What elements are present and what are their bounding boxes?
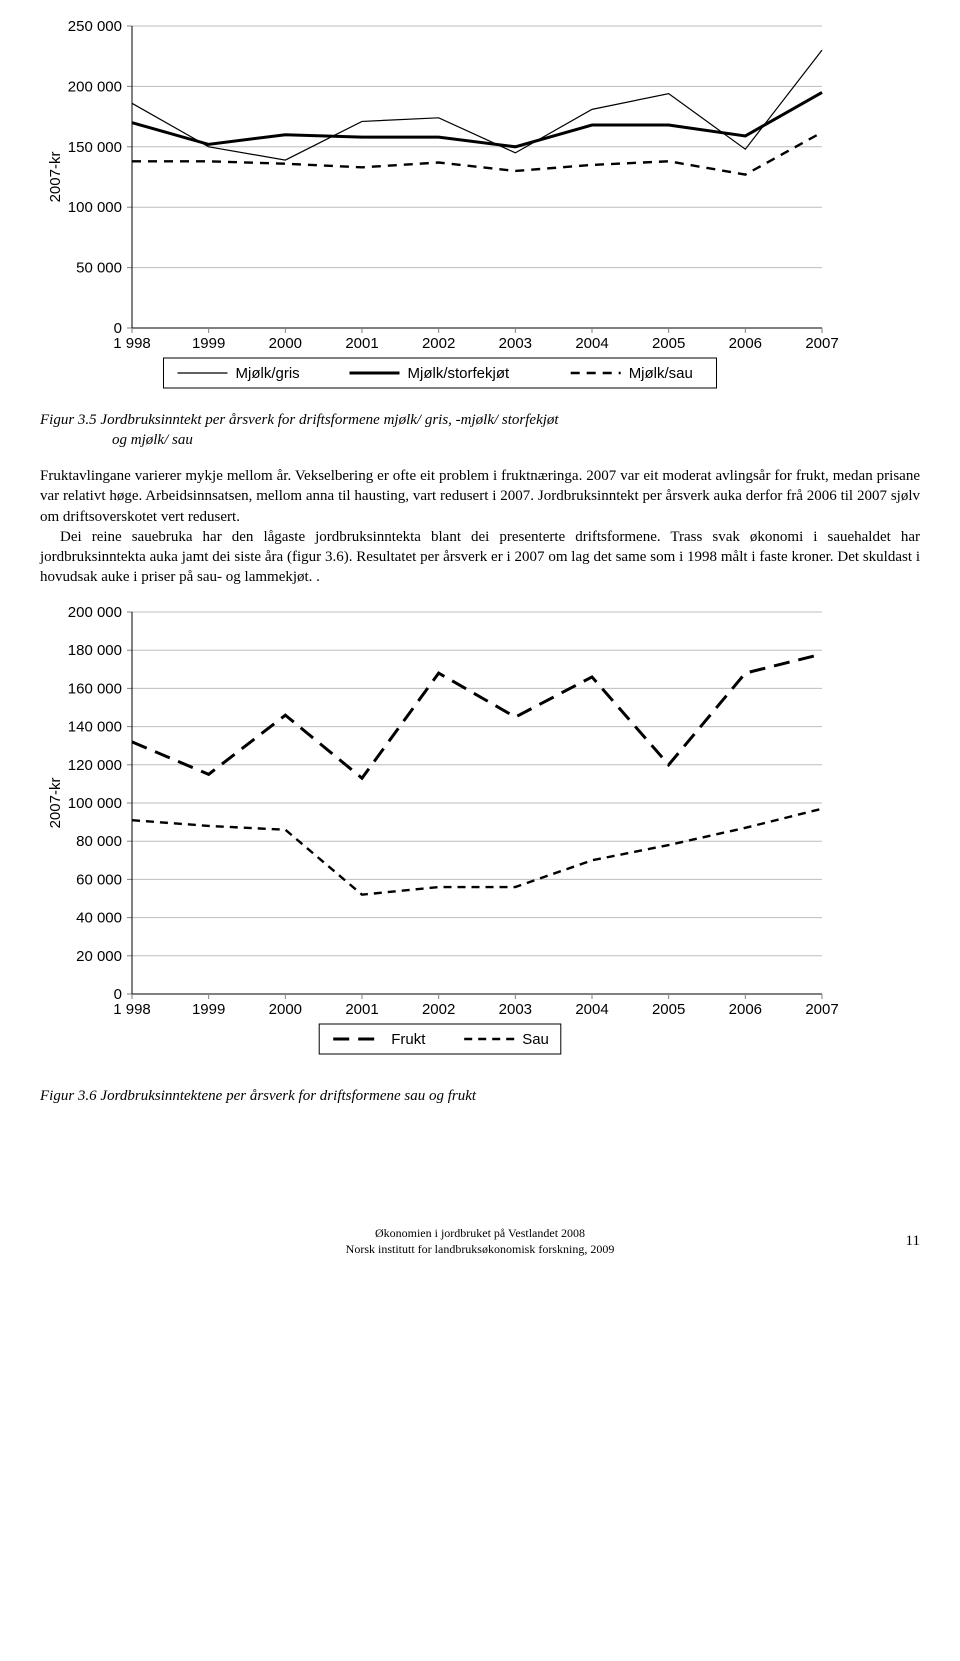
svg-text:2005: 2005 xyxy=(652,1001,685,1018)
svg-text:2007-kr: 2007-kr xyxy=(47,777,64,828)
paragraph-1: Fruktavlingane varierer mykje mellom år.… xyxy=(40,466,920,527)
svg-text:2003: 2003 xyxy=(499,1001,532,1018)
svg-text:200 000: 200 000 xyxy=(68,606,122,621)
svg-text:1 998: 1 998 xyxy=(113,1001,151,1018)
svg-text:80 000: 80 000 xyxy=(76,833,122,850)
svg-text:180 000: 180 000 xyxy=(68,642,122,659)
svg-text:2007: 2007 xyxy=(805,1001,838,1018)
svg-text:40 000: 40 000 xyxy=(76,909,122,926)
svg-text:250 000: 250 000 xyxy=(68,20,122,35)
chart-1-svg: 050 000100 000150 000200 000250 0001 998… xyxy=(40,20,840,400)
svg-text:2004: 2004 xyxy=(575,1001,608,1018)
svg-text:2001: 2001 xyxy=(345,335,378,352)
caption-text-2: Jordbruksinntektene per årsverk for drif… xyxy=(100,1088,476,1104)
svg-text:120 000: 120 000 xyxy=(68,756,122,773)
caption-prefix: Figur 3.5 xyxy=(40,412,100,428)
caption-prefix-2: Figur 3.6 xyxy=(40,1088,100,1104)
svg-text:1 998: 1 998 xyxy=(113,335,151,352)
svg-text:Mjølk/sau: Mjølk/sau xyxy=(629,365,693,382)
svg-text:50 000: 50 000 xyxy=(76,260,122,277)
svg-text:150 000: 150 000 xyxy=(68,139,122,156)
svg-text:Frukt: Frukt xyxy=(391,1031,426,1048)
svg-text:160 000: 160 000 xyxy=(68,680,122,697)
svg-text:140 000: 140 000 xyxy=(68,718,122,735)
page-number: 11 xyxy=(906,1232,920,1252)
svg-text:200 000: 200 000 xyxy=(68,78,122,95)
svg-text:2002: 2002 xyxy=(422,335,455,352)
svg-text:20 000: 20 000 xyxy=(76,947,122,964)
figure-3-6-caption: Figur 3.6 Jordbruksinntektene per årsver… xyxy=(40,1087,920,1107)
svg-text:1999: 1999 xyxy=(192,1001,225,1018)
footer-line-2: Norsk institutt for landbruksøkonomisk f… xyxy=(40,1242,920,1258)
svg-text:2004: 2004 xyxy=(575,335,608,352)
svg-text:Mjølk/storfekjøt: Mjølk/storfekjøt xyxy=(408,365,511,382)
page-footer: Økonomien i jordbruket på Vestlandet 200… xyxy=(40,1226,920,1257)
svg-text:2000: 2000 xyxy=(269,335,302,352)
chart-2-svg: 020 00040 00060 00080 000100 000120 0001… xyxy=(40,606,840,1076)
svg-text:2001: 2001 xyxy=(345,1001,378,1018)
caption-text-line2: og mjølk/ sau xyxy=(112,431,920,451)
svg-text:2006: 2006 xyxy=(729,1001,762,1018)
svg-text:2005: 2005 xyxy=(652,335,685,352)
footer-line-1: Økonomien i jordbruket på Vestlandet 200… xyxy=(40,1226,920,1242)
svg-text:2007-kr: 2007-kr xyxy=(47,152,64,203)
svg-text:60 000: 60 000 xyxy=(76,871,122,888)
body-paragraphs: Fruktavlingane varierer mykje mellom år.… xyxy=(40,466,920,588)
chart-2: 020 00040 00060 00080 000100 000120 0001… xyxy=(40,606,920,1081)
caption-text-line1: Jordbruksinntekt per årsverk for driftsf… xyxy=(100,412,558,428)
svg-text:2003: 2003 xyxy=(499,335,532,352)
svg-text:1999: 1999 xyxy=(192,335,225,352)
paragraph-2: Dei reine sauebruka har den lågaste jord… xyxy=(40,527,920,588)
figure-3-5-caption: Figur 3.5 Jordbruksinntekt per årsverk f… xyxy=(40,411,920,450)
chart-1: 050 000100 000150 000200 000250 0001 998… xyxy=(40,20,920,405)
svg-text:2007: 2007 xyxy=(805,335,838,352)
svg-text:2002: 2002 xyxy=(422,1001,455,1018)
svg-text:2006: 2006 xyxy=(729,335,762,352)
svg-text:100 000: 100 000 xyxy=(68,795,122,812)
svg-text:Sau: Sau xyxy=(522,1031,549,1048)
svg-text:2000: 2000 xyxy=(269,1001,302,1018)
svg-text:100 000: 100 000 xyxy=(68,199,122,216)
svg-text:Mjølk/gris: Mjølk/gris xyxy=(236,365,300,382)
